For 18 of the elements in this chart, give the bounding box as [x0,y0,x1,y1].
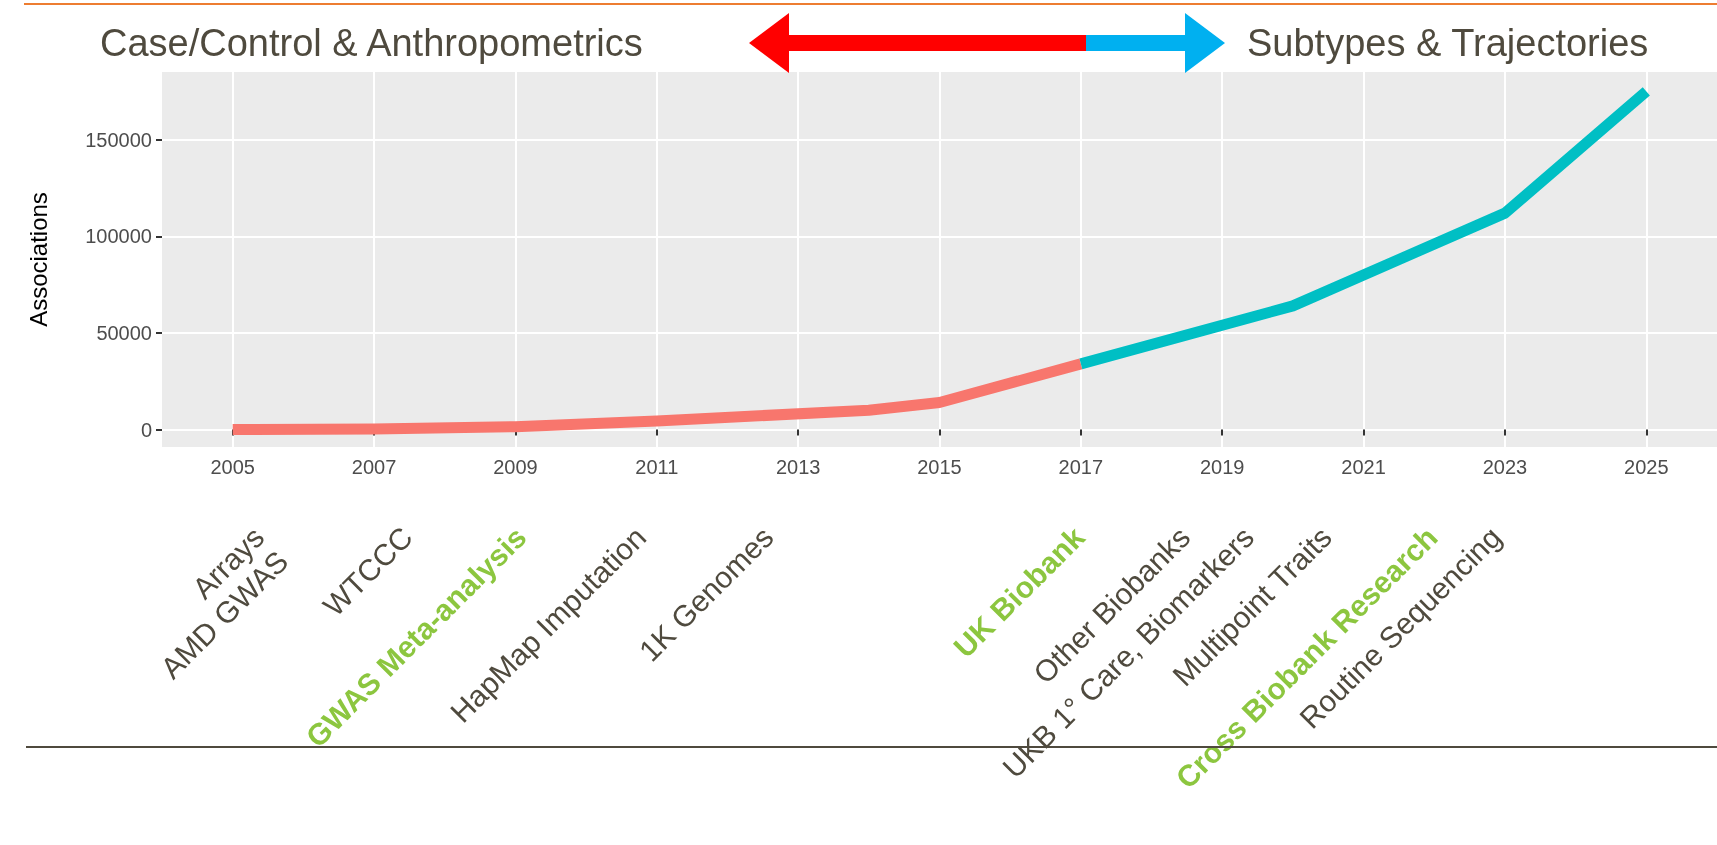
y-tick-label: 50000 [96,321,152,344]
y-tick-label: 100000 [85,225,152,248]
x-tick-label: 2023 [1482,456,1528,478]
y-tick-label: 150000 [85,128,152,151]
x-tick-label: 2015 [917,456,962,478]
y-tick-label: 0 [140,418,152,441]
x-tick-label: 2011 [635,456,679,478]
x-tick-label: 2005 [210,456,255,478]
x-tick-label: 2007 [351,456,397,478]
text: Subtypes & Trajectories [1247,21,1649,65]
y-axis-title: Associations [24,192,52,327]
x-tick-label: 2019 [1199,456,1245,478]
x-tick-label: 2025 [1624,456,1669,478]
x-tick-label: 2009 [493,456,538,478]
x-tick-label: 2017 [1058,456,1104,478]
x-tick-label: 2013 [775,456,821,478]
text: Case/Control & Anthropometrics [100,21,643,65]
x-tick-label: 2021 [1341,456,1386,478]
